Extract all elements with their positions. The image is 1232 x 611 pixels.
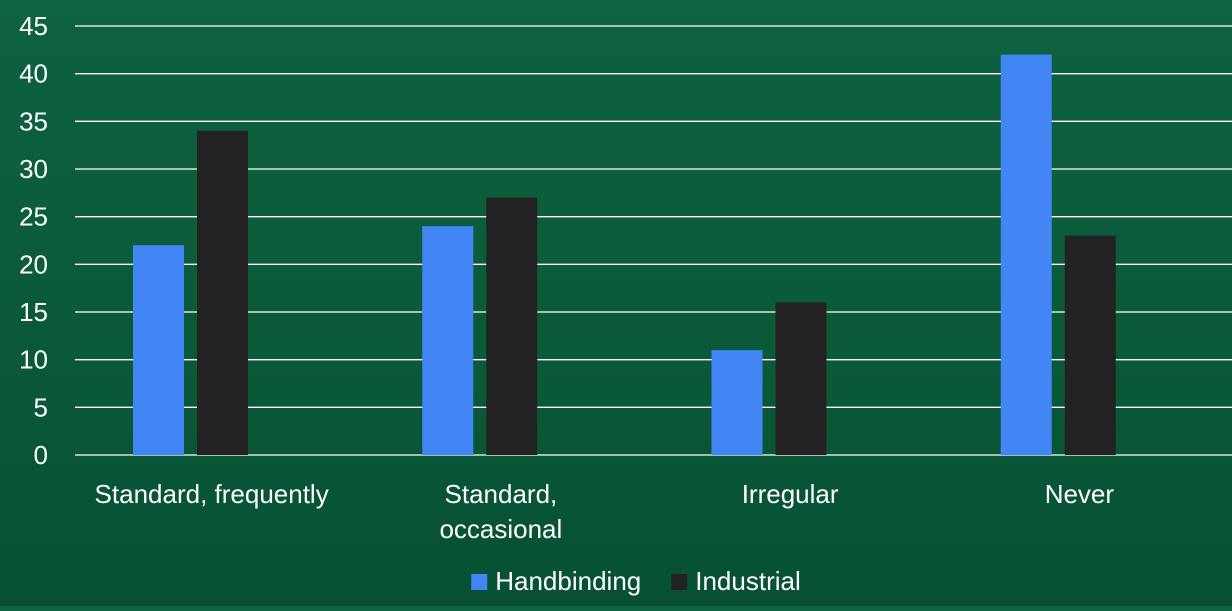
bars [133, 54, 1116, 455]
x-tick-label: Standard, frequently [95, 479, 329, 509]
y-tick-label: 15 [19, 297, 48, 327]
x-tick-label: Irregular [742, 479, 839, 509]
legend-label-industrial: Industrial [695, 566, 801, 596]
y-tick-label: 45 [19, 11, 48, 41]
legend-swatch-handbinding [471, 574, 488, 590]
y-tick-label: 40 [19, 59, 48, 89]
y-axis: 0 5 10 15 20 25 30 35 40 45 [19, 11, 48, 470]
bar-handbinding-2 [711, 350, 763, 455]
y-tick-label: 20 [19, 249, 48, 279]
y-tick-label: 30 [19, 154, 48, 184]
bar-handbinding-3 [1000, 54, 1052, 455]
bar-industrial-3 [1064, 235, 1116, 455]
bar-industrial-2 [775, 302, 827, 455]
y-tick-label: 25 [19, 202, 48, 232]
legend: Handbinding Industrial [471, 566, 801, 596]
y-tick-label: 10 [19, 345, 48, 375]
x-tick-label: Standard, occasional [439, 479, 562, 544]
y-tick-label: 0 [34, 440, 48, 470]
x-tick-label: Never [1045, 479, 1115, 509]
y-tick-label: 5 [34, 392, 48, 422]
bar-handbinding-0 [133, 245, 184, 455]
bar-handbinding-1 [422, 226, 474, 455]
y-tick-label: 35 [19, 106, 48, 136]
grid-layer [75, 25, 1232, 456]
legend-swatch-industrial [671, 574, 688, 590]
bar-industrial-1 [486, 197, 538, 455]
x-axis: Standard, frequently Standard, occasional I… [95, 479, 1115, 544]
legend-label-handbinding: Handbinding [495, 566, 641, 596]
bar-industrial-0 [197, 130, 248, 455]
